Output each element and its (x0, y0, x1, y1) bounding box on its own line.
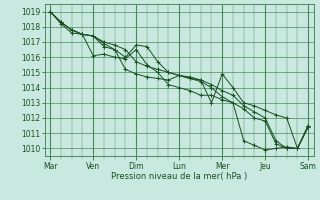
X-axis label: Pression niveau de la mer( hPa ): Pression niveau de la mer( hPa ) (111, 172, 247, 181)
